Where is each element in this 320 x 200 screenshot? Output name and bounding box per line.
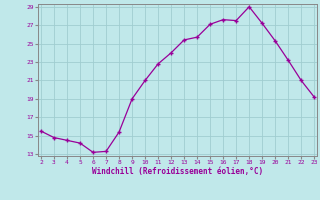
X-axis label: Windchill (Refroidissement éolien,°C): Windchill (Refroidissement éolien,°C) [92,167,263,176]
